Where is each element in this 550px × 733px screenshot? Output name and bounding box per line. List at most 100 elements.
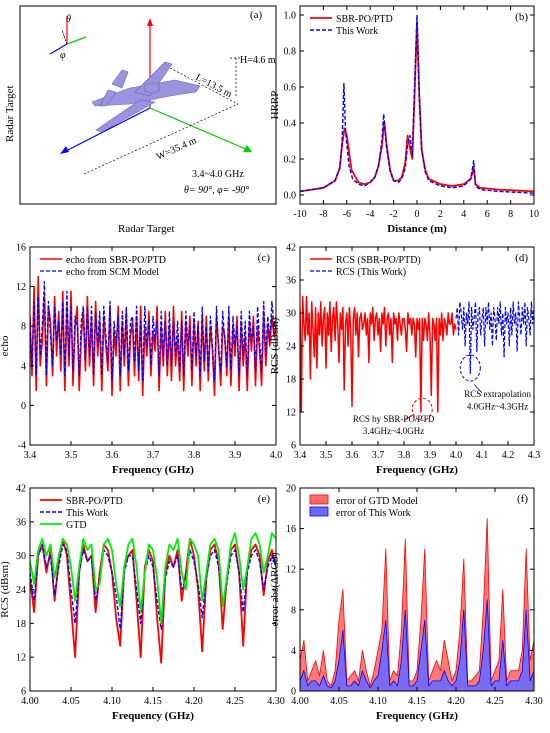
panel-a-radar-target: (a) Radar Target Radar Target θ φ bbox=[4, 5, 277, 235]
series-line-b-0 bbox=[300, 21, 534, 193]
y-tick-label: 0.2 bbox=[284, 155, 297, 166]
series-line-d-0 bbox=[300, 295, 457, 413]
panel-letter: (f) bbox=[517, 493, 528, 505]
phi-symbol: φ bbox=[60, 50, 66, 61]
legend-swatch bbox=[309, 506, 329, 517]
y-tick-label: 0 bbox=[21, 401, 26, 412]
panel-letter: (b) bbox=[515, 11, 528, 23]
y-tick-label: 6 bbox=[21, 687, 26, 698]
series-group bbox=[300, 295, 534, 413]
series-line-e-2 bbox=[30, 532, 276, 625]
y-tick-label: 36 bbox=[16, 517, 26, 528]
legend-label: GTD bbox=[66, 520, 87, 531]
annotation-sbr-line2: 3.4GHz~4.0GHz bbox=[363, 426, 424, 436]
annotation-extrap-line1: RCS extrapolation bbox=[464, 389, 531, 399]
y-tick-label: 0.0 bbox=[284, 191, 297, 202]
y-tick-label: 36 bbox=[286, 276, 296, 287]
x-tick-label: 4.10 bbox=[369, 696, 387, 707]
x-axis-arrow bbox=[63, 107, 151, 153]
legend-label: This Work bbox=[66, 508, 108, 519]
y-tick-label: 20 bbox=[286, 484, 296, 495]
panel-a-ylabel: Radar Target bbox=[4, 85, 16, 142]
y-axis-arrowhead bbox=[243, 145, 252, 152]
annotation-ellipse-sbr bbox=[411, 397, 433, 421]
y-tick-label: 4 bbox=[21, 361, 26, 372]
legend-label: echo from SBR-PO/PTD bbox=[66, 255, 166, 266]
legend-label: error of This Work bbox=[336, 508, 411, 519]
y-axis-label: error abs(ΔRCS) bbox=[269, 552, 281, 626]
frequency-band: 3.4~4.0 GHz bbox=[192, 169, 244, 180]
x-axis-label: Frequency (GHz) bbox=[376, 710, 458, 722]
y-tick-label: 12 bbox=[16, 653, 26, 664]
x-tick-label: 4.3 bbox=[528, 450, 541, 461]
x-tick-label: 4.2 bbox=[502, 450, 515, 461]
y-tick-label: 0 bbox=[291, 687, 296, 698]
dim-height: H=4.6 m bbox=[240, 55, 276, 66]
x-tick-label: 3.4 bbox=[24, 450, 37, 461]
series-line-f-1 bbox=[300, 599, 534, 689]
x-tick-label: 3.9 bbox=[424, 450, 437, 461]
x-tick-label: 3.4 bbox=[294, 450, 307, 461]
series-group bbox=[30, 532, 276, 664]
series-line-f-0 bbox=[300, 518, 534, 687]
x-tick-label: 4.10 bbox=[103, 696, 121, 707]
y-tick-label: 30 bbox=[16, 551, 26, 562]
x-tick-label: 3.5 bbox=[65, 450, 78, 461]
panel-letter: (e) bbox=[258, 493, 271, 505]
panel-a-xlabel: Radar Target bbox=[118, 223, 175, 235]
x-tick-label: 4.00 bbox=[21, 696, 39, 707]
y-tick-label: 8 bbox=[291, 605, 296, 616]
chart-f-error: 4.00 4.05 4.10 4.15 4.20 4.25 4.30 0 4 8 12 16 20 Fre… bbox=[269, 484, 543, 723]
series-line-d-1 bbox=[455, 301, 534, 375]
x-tick-label: 10 bbox=[529, 209, 539, 220]
y-tick-label: 24 bbox=[286, 342, 296, 353]
x-tick-label: 4.25 bbox=[226, 696, 244, 707]
x-tick-label: -6 bbox=[343, 209, 351, 220]
y-tick-label: 0.4 bbox=[284, 119, 297, 130]
y-tick-label: 8 bbox=[21, 322, 26, 333]
series-line-c-1 bbox=[30, 280, 276, 382]
dimension-lines bbox=[83, 57, 242, 175]
x-tick-label: 4.30 bbox=[267, 696, 285, 707]
series-group bbox=[300, 518, 534, 691]
y-tick-label: 16 bbox=[16, 243, 26, 254]
legend-label: SBR-PO/PTD bbox=[336, 14, 393, 25]
series-line-e-1 bbox=[30, 543, 276, 630]
x-tick-label: 4 bbox=[461, 209, 466, 220]
x-tick-label: 2 bbox=[438, 209, 443, 220]
y-axis-label: HRRP bbox=[269, 91, 281, 120]
series-line-e-0 bbox=[30, 537, 276, 664]
x-tick-label: 6 bbox=[485, 209, 490, 220]
x-axis-label: Distance (m) bbox=[387, 223, 447, 235]
x-tick-label: 4.30 bbox=[525, 696, 543, 707]
x-tick-label: 3.5 bbox=[320, 450, 333, 461]
series-group bbox=[30, 275, 276, 397]
x-tick-label: 4.0 bbox=[450, 450, 463, 461]
y-tick-label: 0.8 bbox=[284, 47, 297, 58]
incidence-angles: θ= 90°, φ= -90° bbox=[184, 185, 249, 196]
panel-letter: (c) bbox=[258, 252, 271, 264]
y-tick-label: 6 bbox=[291, 441, 296, 452]
x-tick-label: 4.05 bbox=[62, 696, 80, 707]
x-tick-label: 3.8 bbox=[188, 450, 201, 461]
panel-a-letter: (a) bbox=[250, 9, 263, 21]
y-tick-label: 42 bbox=[16, 484, 26, 495]
series-line-b-1 bbox=[300, 14, 534, 194]
x-tick-label: 8 bbox=[508, 209, 513, 220]
y-tick-label: 18 bbox=[286, 375, 296, 386]
x-tick-label: 4.25 bbox=[486, 696, 504, 707]
annotation-pointer-sbr bbox=[403, 413, 415, 421]
series-line-c-0 bbox=[30, 275, 276, 397]
x-tick-label: -10 bbox=[293, 209, 306, 220]
x-tick-label: -2 bbox=[389, 209, 397, 220]
x-tick-label: 4.0 bbox=[270, 450, 283, 461]
y-tick-label: 16 bbox=[286, 524, 296, 535]
y-tick-label: -4 bbox=[18, 441, 26, 452]
chart-e-rcs-comparison: 4.00 4.05 4.10 4.15 4.20 4.25 4.30 6 12 18 24 30 36 4… bbox=[0, 484, 285, 723]
chart-d-rcs-extrapolation: 3.4 3.5 3.6 3.7 3.8 3.9 4.0 4.1 4.2 4.3 6 12 18 24 30 3… bbox=[269, 243, 540, 477]
y-tick-label: 18 bbox=[16, 619, 26, 630]
x-tick-label: -8 bbox=[319, 209, 327, 220]
y-axis-label: RCS (dBsm) bbox=[0, 561, 11, 618]
x-tick-label: 3.9 bbox=[229, 450, 242, 461]
y-axis-label: echo bbox=[0, 335, 11, 356]
